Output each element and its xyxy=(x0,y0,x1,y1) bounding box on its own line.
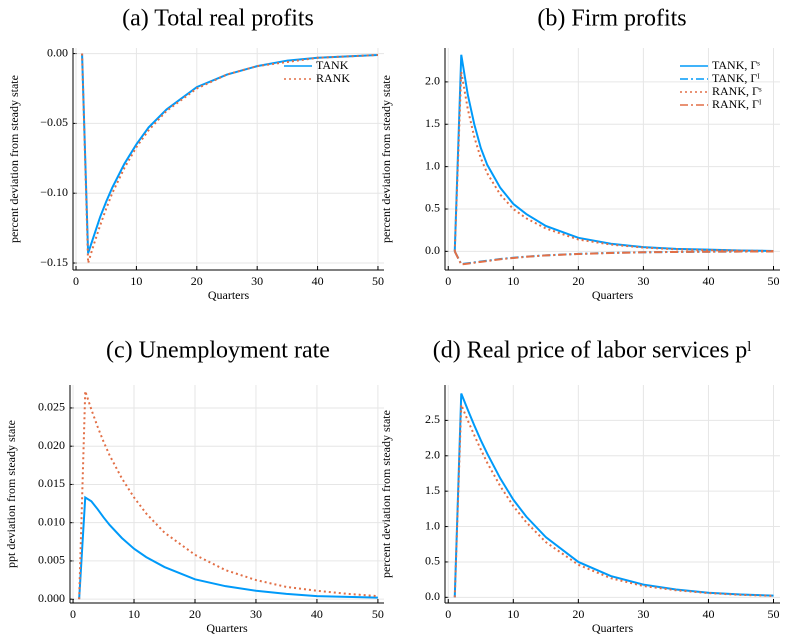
y-tick-label: 0.00 xyxy=(47,45,68,59)
y-axis-label: ppt deviation from steady state xyxy=(4,420,18,568)
y-tick-label: 0.010 xyxy=(38,514,65,528)
y-tick-label: −0.05 xyxy=(40,115,68,129)
x-axis-label: Quarters xyxy=(592,621,634,635)
x-tick-label: 10 xyxy=(130,274,142,288)
y-tick-label: 2.0 xyxy=(425,448,440,462)
y-tick-label: −0.10 xyxy=(40,185,68,199)
y-tick-label: 0.015 xyxy=(38,476,65,490)
y-tick-label: 0.025 xyxy=(38,400,65,414)
x-axis-label: Quarters xyxy=(592,288,634,302)
chart-title: (a) Total real profits xyxy=(122,6,314,32)
series-line xyxy=(78,390,378,600)
y-tick-label: 0.5 xyxy=(425,201,440,215)
x-tick-label: 20 xyxy=(191,274,203,288)
y-tick-label: 0.020 xyxy=(38,438,65,452)
x-tick-label: 0 xyxy=(445,274,451,288)
x-tick-label: 30 xyxy=(637,274,649,288)
y-tick-label: 0.0 xyxy=(425,589,440,603)
y-axis-label: percent deviation from steady state xyxy=(7,75,21,243)
x-tick-label: 40 xyxy=(702,607,714,621)
legend-label: TANK, Γˢ xyxy=(712,58,760,72)
x-axis-label: Quarters xyxy=(206,621,248,635)
x-tick-label: 0 xyxy=(73,274,79,288)
x-tick-label: 30 xyxy=(250,607,262,621)
x-tick-label: 40 xyxy=(312,274,324,288)
x-tick-label: 10 xyxy=(128,607,140,621)
y-tick-label: 2.0 xyxy=(425,74,440,88)
x-tick-label: 0 xyxy=(70,607,76,621)
y-tick-label: 1.5 xyxy=(425,116,440,130)
y-tick-label: 1.5 xyxy=(425,483,440,497)
x-tick-label: 30 xyxy=(251,274,263,288)
y-tick-label: 1.0 xyxy=(425,518,440,532)
x-axis-label: Quarters xyxy=(208,288,250,302)
y-axis-label: percent deviation from steady state xyxy=(379,75,393,243)
series-line xyxy=(78,495,378,600)
y-tick-label: 0.0 xyxy=(425,243,440,257)
legend-label: TANK, Γᴵ xyxy=(712,71,760,85)
series-line xyxy=(453,250,774,266)
x-tick-label: 50 xyxy=(372,607,384,621)
series-line xyxy=(453,393,774,598)
x-tick-label: 10 xyxy=(507,274,519,288)
y-tick-label: 2.5 xyxy=(425,412,440,426)
chart-title: (c) Unemployment rate xyxy=(106,338,330,364)
y-tick-label: 0.5 xyxy=(425,554,440,568)
legend-label: RANK, Γᴵ xyxy=(712,97,762,111)
y-tick-label: −0.15 xyxy=(40,255,68,269)
x-tick-label: 20 xyxy=(572,274,584,288)
chart-title: (d) Real price of labor services pˡ xyxy=(433,338,752,364)
x-tick-label: 20 xyxy=(189,607,201,621)
y-axis-label: percent deviation from steady state xyxy=(379,410,393,578)
chart-title: (b) Firm profits xyxy=(537,6,686,32)
x-tick-label: 40 xyxy=(311,607,323,621)
x-tick-label: 20 xyxy=(572,607,584,621)
x-tick-label: 50 xyxy=(372,274,384,288)
x-tick-label: 50 xyxy=(767,274,779,288)
legend-label: RANK xyxy=(316,71,350,85)
legend-label: TANK xyxy=(316,58,349,72)
series-line xyxy=(453,250,774,266)
x-tick-label: 10 xyxy=(507,607,519,621)
x-tick-label: 40 xyxy=(702,274,714,288)
legend-label: RANK, Γˢ xyxy=(712,84,762,98)
series-line xyxy=(81,53,379,264)
y-tick-label: 0.000 xyxy=(38,591,65,605)
x-tick-label: 50 xyxy=(767,607,779,621)
series-line xyxy=(453,404,774,598)
x-tick-label: 30 xyxy=(637,607,649,621)
y-tick-label: 0.005 xyxy=(38,553,65,567)
series-line xyxy=(453,71,774,253)
x-tick-label: 0 xyxy=(445,607,451,621)
y-tick-label: 1.0 xyxy=(425,158,440,172)
